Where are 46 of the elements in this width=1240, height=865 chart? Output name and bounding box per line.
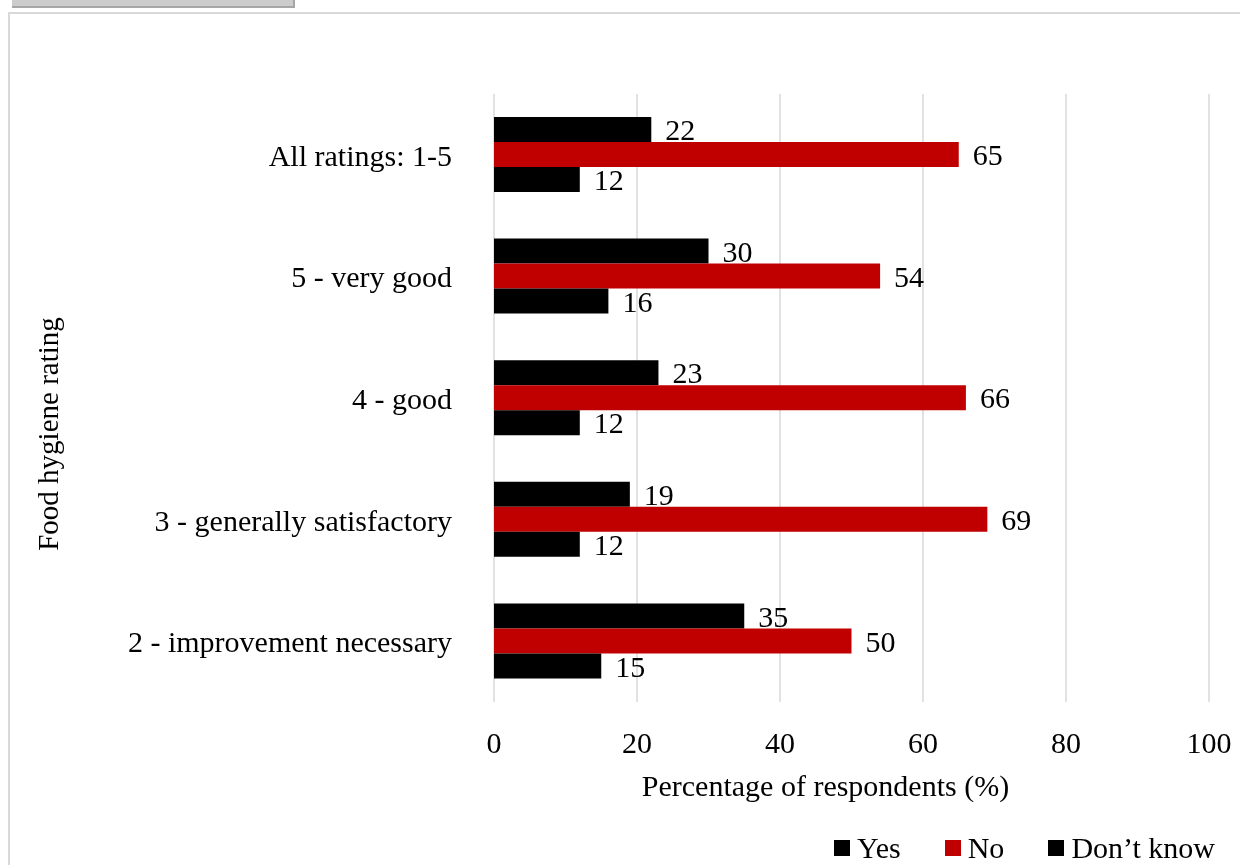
bar [494,263,881,289]
data-label: 16 [622,284,653,318]
data-label: 30 [722,234,753,268]
bar [494,167,580,192]
bar [494,142,959,167]
data-label: 12 [593,527,624,561]
data-label: 65 [972,138,1003,172]
data-label: 23 [672,356,703,390]
y-tick-label: 5 - very good [291,259,452,293]
y-axis-title: Food hygiene rating [32,317,64,551]
y-tick-label: 2 - improvement necessary [127,624,452,658]
x-tick-label: 60 [908,726,938,760]
data-label: 22 [665,113,696,147]
legend-label: Don’t know [1071,831,1215,865]
data-label: 50 [865,624,896,658]
bar [494,117,652,142]
x-axis-title: Percentage of respondents (%) [641,768,1010,803]
bar [494,481,630,507]
bar [494,506,988,532]
data-label: 12 [593,163,624,197]
bar [494,653,602,679]
data-label: 15 [615,649,646,683]
bar [494,360,659,386]
bar [494,628,852,654]
x-tick-label: 0 [486,726,502,760]
bar [494,238,709,264]
y-tick-label: All ratings: 1-5 [268,138,452,172]
bar [494,385,966,411]
legend-label: Yes [857,831,901,865]
y-tick-label: 3 - generally satisfactory [154,503,452,537]
x-tick-label: 80 [1051,726,1081,760]
y-tick-label: 4 - good [352,381,452,415]
x-tick-label: 100 [1186,726,1232,760]
bar [494,410,580,436]
x-tick-label: 20 [622,726,652,760]
data-label: 35 [758,599,789,633]
x-tick-label: 40 [765,726,795,760]
bar [494,603,745,629]
data-label: 12 [593,406,624,440]
bar [494,288,609,314]
data-label: 19 [643,477,674,511]
bar [494,531,580,557]
legend-label: No [967,831,1005,865]
data-label: 54 [894,259,925,293]
data-label: 69 [1001,502,1032,536]
data-label: 66 [979,381,1010,415]
